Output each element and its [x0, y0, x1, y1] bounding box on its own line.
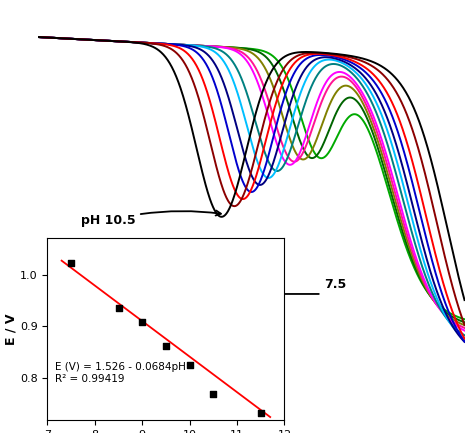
Text: E (V) = 1.526 - 0.0684pH
R² = 0.99419: E (V) = 1.526 - 0.0684pH R² = 0.99419: [55, 362, 185, 384]
Point: [257, 409, 264, 416]
Point: [138, 318, 146, 325]
Point: [67, 259, 75, 266]
Point: [186, 362, 193, 369]
Point: [162, 342, 170, 349]
Point: [210, 391, 217, 397]
Text: 11.5: 11.5: [202, 278, 233, 291]
Y-axis label: E / V: E / V: [4, 313, 17, 345]
Text: 7.5: 7.5: [324, 278, 346, 291]
Point: [115, 305, 122, 312]
Text: pH 10.5: pH 10.5: [81, 210, 221, 227]
